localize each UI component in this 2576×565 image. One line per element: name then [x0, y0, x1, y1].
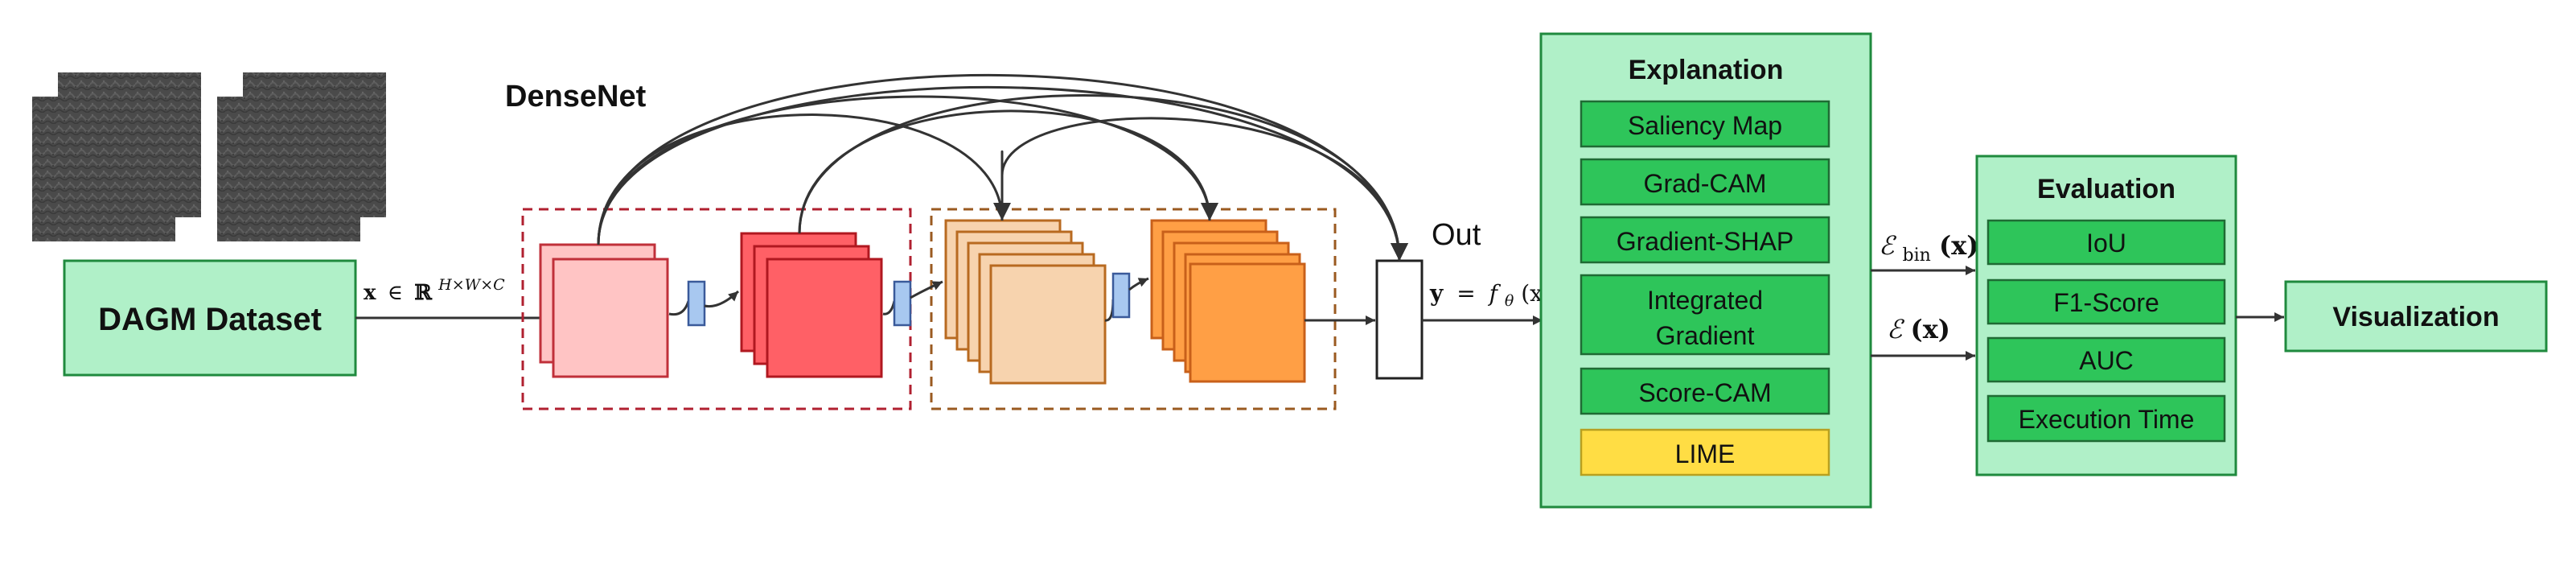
visualization-node: Visualization [2284, 280, 2548, 353]
connector-4 [910, 280, 943, 299]
metric-f1-score-label: F1-Score [2053, 288, 2159, 317]
method-score-cam-label: Score-CAM [1638, 378, 1771, 407]
transition-layer-3 [1111, 272, 1131, 319]
output-equation: y = f θ (x) [1429, 280, 1551, 311]
dataset-label: DAGM Dataset [98, 302, 322, 337]
method-saliency-map [1580, 100, 1830, 148]
explanation-panel: Explanation Saliency Map Grad-CAM Gradie… [1539, 32, 1872, 509]
binary-map-label: ℰ bin (x) [1879, 230, 1978, 267]
metric-f1-score [1986, 278, 2226, 325]
dagm-dataset-node: DAGM Dataset [63, 259, 357, 377]
evaluation-panel: Evaluation IoU F1-Score AUC Execution Ti… [1975, 155, 2237, 476]
evaluation-title: Evaluation [2037, 174, 2175, 204]
metric-execution-time-label: Execution Time [2019, 405, 2195, 434]
sample-image [58, 72, 201, 217]
sample-image [243, 72, 386, 217]
dataset-box [63, 259, 357, 377]
dataset-sample-images [32, 72, 386, 241]
method-grad-cam-label: Grad-CAM [1644, 169, 1767, 198]
skip-connection [597, 95, 1218, 245]
method-score-cam [1580, 367, 1830, 415]
connector-2 [704, 290, 740, 308]
metric-iou [1986, 219, 2226, 266]
method-integrated-gradient-label-line1: Integrated [1647, 286, 1763, 315]
input-space-label: x ∈ ℝ H×W×C [364, 276, 505, 305]
metric-auc [1986, 336, 2226, 383]
method-integrated-gradient-label-line2: Gradient [1656, 321, 1755, 350]
feature-block-3 [944, 219, 1107, 385]
connector-6 [1128, 277, 1149, 291]
skip-connection [597, 86, 1408, 262]
connector-3 [882, 300, 896, 315]
metric-iou-label: IoU [2086, 229, 2126, 258]
method-lime [1580, 428, 1830, 476]
transition-layer-1 [687, 280, 706, 327]
feature-map [1189, 262, 1306, 383]
skip-connection [597, 113, 1011, 245]
feature-map [766, 258, 883, 378]
transition-layer-2 [893, 280, 912, 327]
output-node [1375, 259, 1424, 380]
method-lime-label: LIME [1675, 439, 1736, 468]
dense-skip-connections [597, 74, 1408, 262]
feature-block-2 [740, 232, 883, 378]
connector-1 [668, 300, 690, 316]
explanation-title: Explanation [1629, 55, 1784, 85]
metric-execution-time [1986, 394, 2226, 443]
skip-connection [1000, 117, 1408, 262]
method-gradient-shap [1580, 216, 1830, 264]
feature-block-1 [539, 243, 669, 378]
visualization-box [2284, 280, 2548, 353]
dense-block-2-container [930, 208, 1337, 410]
method-saliency-map-label: Saliency Map [1628, 111, 1782, 140]
output-label: Out [1432, 218, 1481, 252]
densenet-title: DenseNet [505, 80, 647, 113]
method-grad-cam [1580, 158, 1830, 206]
feature-map [989, 264, 1107, 385]
map-label: ℰ (x) [1887, 314, 1950, 344]
skip-connection [798, 109, 1218, 234]
method-gradient-shap-label: Gradient-SHAP [1617, 227, 1794, 256]
method-integrated-gradient [1580, 274, 1830, 356]
visualization-label: Visualization [2332, 302, 2499, 332]
feature-map [552, 258, 669, 378]
feature-block-4 [1150, 219, 1306, 383]
metric-auc-label: AUC [2079, 346, 2134, 375]
